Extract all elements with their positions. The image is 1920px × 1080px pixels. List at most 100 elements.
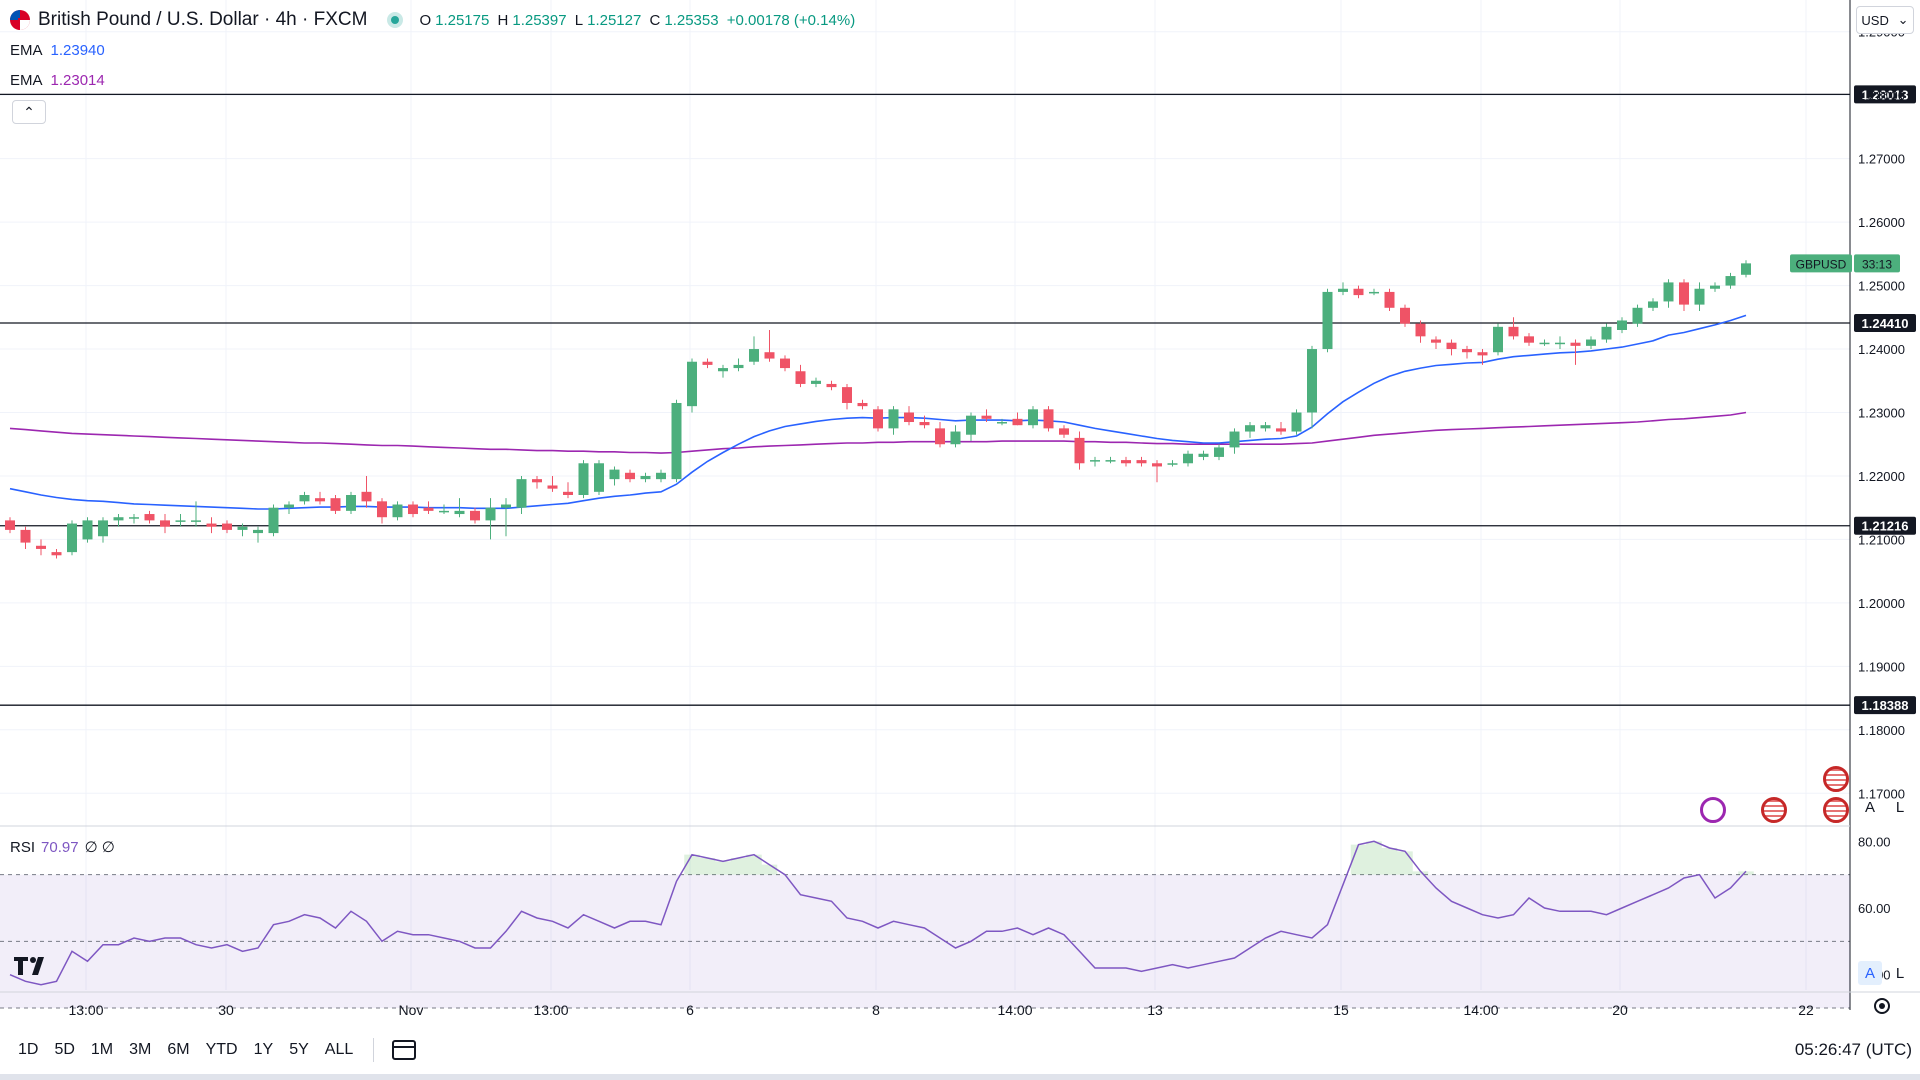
candle-body xyxy=(191,520,201,522)
candle-body xyxy=(873,409,883,429)
symbol-title[interactable]: British Pound / U.S. Dollar · 4h · FXCM xyxy=(38,9,368,30)
candle xyxy=(191,501,201,527)
candle xyxy=(578,460,589,499)
candle-body xyxy=(377,501,387,518)
countdown-badge xyxy=(1854,254,1900,273)
rsi-log-scale-button[interactable]: L xyxy=(1895,964,1905,982)
candle-body xyxy=(702,361,713,365)
timeframe-1d[interactable]: 1D xyxy=(18,1041,39,1058)
candle-body xyxy=(392,504,403,518)
candle xyxy=(981,409,992,423)
uk-event-icon[interactable] xyxy=(1823,766,1849,792)
candle-body xyxy=(1679,282,1689,305)
toolbar-divider xyxy=(373,1038,375,1062)
logo-t xyxy=(14,957,28,975)
time-tick-label: 20 xyxy=(1612,1002,1628,1018)
candle xyxy=(1136,456,1147,467)
candle-body xyxy=(160,520,170,527)
rsi-tick-label: 80.00 xyxy=(1858,834,1891,849)
candle xyxy=(284,501,294,515)
candle xyxy=(408,501,418,518)
level-badge xyxy=(1854,85,1916,104)
candle-body xyxy=(454,510,465,515)
candle xyxy=(1679,279,1689,311)
candle-body xyxy=(1338,288,1348,292)
candle xyxy=(454,498,465,518)
candle-body xyxy=(935,428,945,445)
candle-body xyxy=(1710,285,1720,289)
candle xyxy=(1059,425,1069,438)
candle xyxy=(377,498,387,524)
settings-gear-icon[interactable] xyxy=(1874,998,1890,1014)
candle-body xyxy=(1121,460,1131,464)
currency-dropdown[interactable]: USD ⌄ xyxy=(1856,6,1914,34)
candle xyxy=(1074,431,1085,470)
candle xyxy=(315,491,325,505)
ema-fast-legend[interactable]: EMA 1.23940 xyxy=(10,42,105,59)
candle-body xyxy=(1741,263,1751,275)
low-label: L xyxy=(574,11,584,29)
candle xyxy=(1291,409,1302,435)
timeframe-ytd[interactable]: YTD xyxy=(205,1041,238,1058)
candle-body xyxy=(1043,409,1054,429)
us-event-icon-2[interactable] xyxy=(1823,797,1849,823)
candle-body xyxy=(1446,342,1457,350)
candle xyxy=(392,501,403,521)
candle xyxy=(1028,406,1038,429)
candle-body xyxy=(1384,291,1395,308)
candle-body xyxy=(423,507,434,511)
lightning-event-icon[interactable] xyxy=(1700,797,1726,823)
candle-body xyxy=(1400,307,1410,324)
candle-body xyxy=(532,479,542,483)
timeframe-all[interactable]: ALL xyxy=(324,1041,354,1058)
symbol-header: British Pound / U.S. Dollar · 4h · FXCM … xyxy=(10,8,859,32)
timeframe-1m[interactable]: 1M xyxy=(90,1041,114,1058)
rsi-line xyxy=(9,840,1747,986)
ema-slow-label: EMA xyxy=(10,72,43,89)
candle xyxy=(1570,339,1581,365)
time-tick-label: 14:00 xyxy=(997,1002,1032,1018)
price-tick-label: 1.19000 xyxy=(1858,659,1905,674)
timeframe-5y[interactable]: 5Y xyxy=(289,1041,309,1058)
candle-body xyxy=(346,495,356,511)
candle xyxy=(966,412,976,442)
candle xyxy=(1524,333,1534,346)
candle-body xyxy=(857,402,868,407)
candle xyxy=(67,520,77,556)
auto-scale-button[interactable]: A xyxy=(1864,798,1875,816)
candle-body xyxy=(1524,336,1534,343)
calendar-icon[interactable] xyxy=(392,1040,417,1060)
market-status-dot[interactable] xyxy=(391,16,400,24)
candle-body xyxy=(578,463,589,495)
candle-body xyxy=(1012,418,1023,426)
timeframe-5d[interactable]: 5D xyxy=(54,1041,75,1058)
rsi-auto-scale-button[interactable]: A xyxy=(1858,961,1882,985)
utc-clock[interactable]: 05:26:47 (UTC) xyxy=(1794,1040,1912,1059)
log-scale-button[interactable]: L xyxy=(1895,798,1905,816)
candle xyxy=(129,514,139,524)
candle xyxy=(609,466,620,486)
candle-body xyxy=(1353,288,1364,296)
candle-body xyxy=(470,510,480,521)
candle xyxy=(1477,349,1488,365)
candle-body xyxy=(795,371,806,384)
candle xyxy=(826,380,837,391)
candle xyxy=(625,469,635,483)
rsi-band xyxy=(0,874,1850,1008)
timeframe-3m[interactable]: 3M xyxy=(129,1041,152,1058)
ema-slow-legend[interactable]: EMA 1.23014 xyxy=(10,72,105,89)
candle-body xyxy=(1245,425,1255,432)
candle xyxy=(206,517,217,534)
candle-body xyxy=(1074,437,1085,464)
candle-body xyxy=(1322,291,1333,350)
collapse-legend-button[interactable]: ⌃ xyxy=(12,100,46,124)
timeframe-6m[interactable]: 6M xyxy=(167,1041,190,1058)
us-event-icon[interactable] xyxy=(1761,797,1787,823)
rsi-legend[interactable]: RSI 70.97 ∅ ∅ xyxy=(10,838,115,856)
timeframe-1y[interactable]: 1Y xyxy=(253,1041,274,1058)
candle-body xyxy=(439,510,449,513)
candle-body xyxy=(237,526,248,530)
price-tick-label: 1.18000 xyxy=(1858,723,1905,738)
